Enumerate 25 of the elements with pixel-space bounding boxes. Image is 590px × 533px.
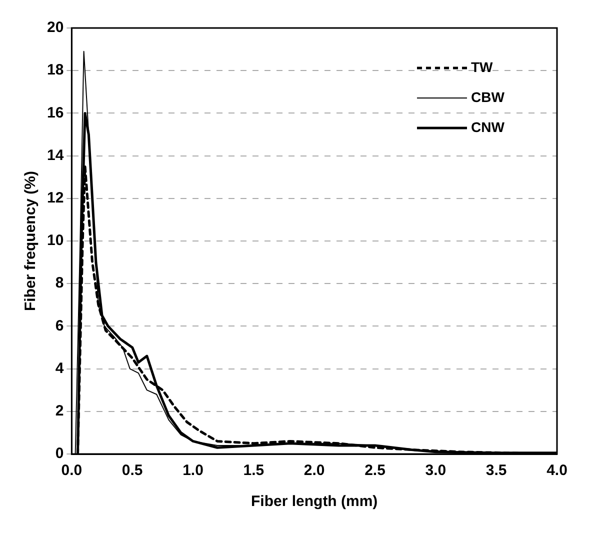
x-tick-label: 1.0 xyxy=(182,462,204,480)
legend-label: CBW xyxy=(471,88,506,105)
x-tick-label: 3.0 xyxy=(425,462,446,480)
y-tick-label: 14 xyxy=(46,146,64,164)
x-tick-label: 2.5 xyxy=(364,462,386,480)
y-tick-label: 4 xyxy=(55,360,64,377)
x-tick-label: 2.0 xyxy=(304,462,325,480)
y-tick-label: 16 xyxy=(46,104,64,122)
y-tick-label: 10 xyxy=(46,232,64,250)
x-tick-label: 0.5 xyxy=(122,462,143,480)
y-tick-label: 6 xyxy=(55,317,64,334)
x-tick-label: 1.5 xyxy=(243,462,264,480)
y-tick-label: 20 xyxy=(46,19,64,36)
x-tick-label: 0.0 xyxy=(61,462,82,480)
x-tick-label: 3.5 xyxy=(486,462,507,480)
y-tick-label: 0 xyxy=(55,445,64,462)
x-tick-label: 4.0 xyxy=(546,462,568,480)
y-tick-label: 12 xyxy=(46,190,64,207)
legend-label: TW xyxy=(471,58,494,75)
y-axis-title: Fiber frequency (%) xyxy=(22,170,40,312)
legend-label: CNW xyxy=(471,118,506,135)
y-tick-label: 2 xyxy=(55,402,64,420)
x-axis-title: Fiber length (mm) xyxy=(251,493,378,510)
y-tick-label: 8 xyxy=(55,274,64,292)
y-tick-label: 18 xyxy=(46,62,64,79)
